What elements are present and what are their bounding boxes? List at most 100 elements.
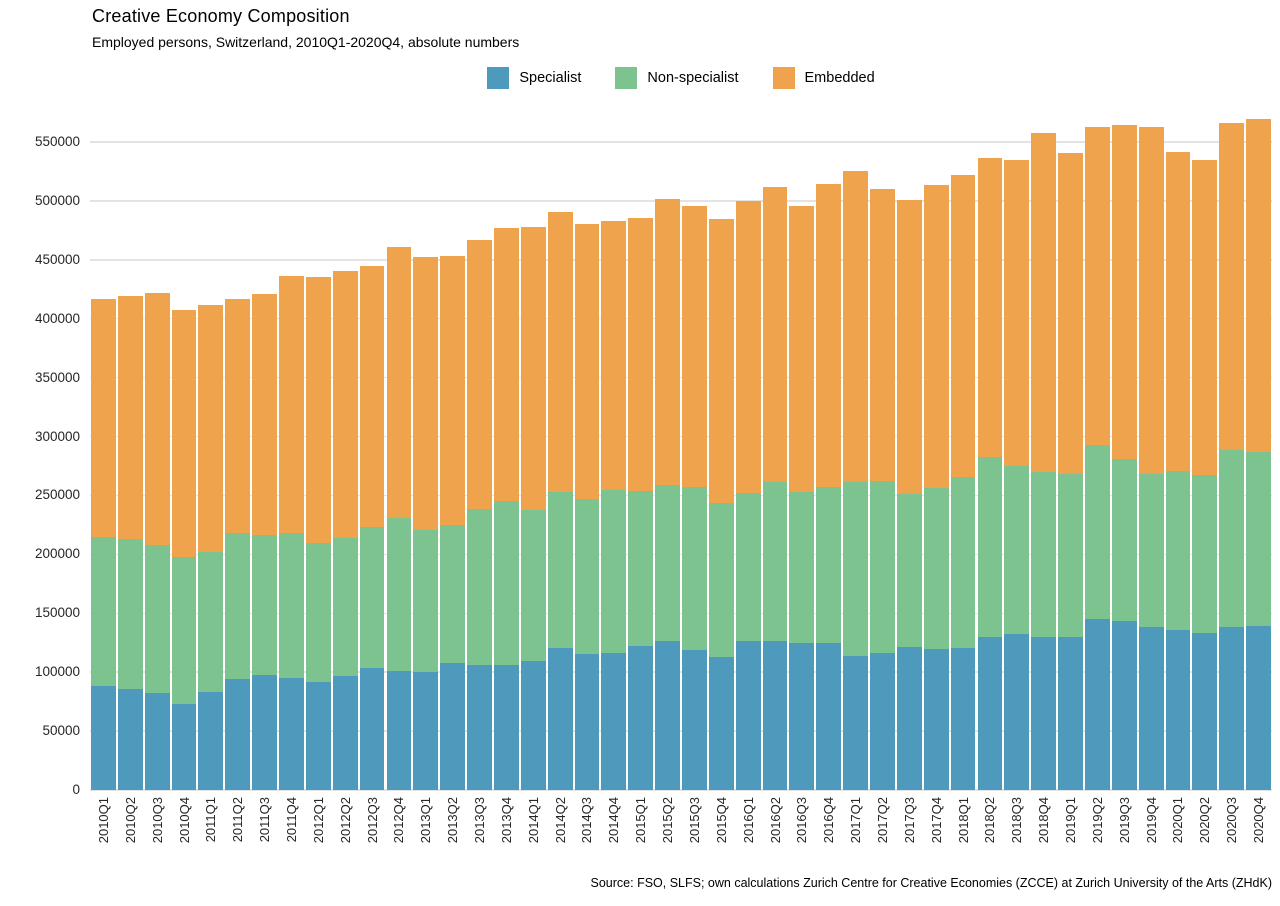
x-tick-label: 2020Q2 — [1197, 797, 1213, 844]
bar-segment-specialist — [574, 653, 600, 790]
bar-segment-embedded — [117, 295, 143, 540]
bar-segment-non-specialist — [923, 488, 949, 650]
bar-segment-non-specialist — [735, 493, 761, 641]
x-tick-label: 2013Q4 — [498, 797, 514, 844]
bar-segment-embedded — [225, 298, 251, 534]
bar-segment-embedded — [359, 266, 385, 527]
x-tick-label: 2015Q4 — [713, 797, 729, 844]
bar-segment-embedded — [332, 271, 358, 539]
y-tick-label: 300000 — [34, 428, 80, 444]
bar-segment-non-specialist — [467, 509, 492, 666]
bar-segment-specialist — [171, 703, 197, 790]
bar-segment-non-specialist — [950, 476, 976, 649]
bar-segment-embedded — [789, 206, 815, 492]
bar-segment-specialist — [493, 664, 519, 790]
bar-segment-non-specialist — [1031, 472, 1057, 637]
y-tick-label: 250000 — [34, 487, 80, 503]
bar-segment-non-specialist — [225, 533, 251, 680]
bar-segment-specialist — [1084, 619, 1110, 790]
legend-swatch — [615, 67, 638, 89]
bar-segment-non-specialist — [1084, 444, 1110, 620]
bar-segment-embedded — [896, 199, 922, 495]
bar-segment-specialist — [1031, 636, 1057, 790]
x-tick-label: 2010Q2 — [122, 797, 138, 844]
bar-segment-non-specialist — [655, 484, 680, 641]
legend-label: Embedded — [804, 70, 875, 86]
gridline — [90, 376, 1272, 379]
x-tick-label: 2011Q3 — [257, 797, 273, 843]
bar-segment-non-specialist — [1138, 474, 1164, 627]
x-tick-label: 2010Q1 — [95, 797, 111, 844]
gridline — [90, 730, 1272, 732]
gridline — [90, 317, 1272, 320]
x-tick-label: 2016Q1 — [740, 797, 756, 844]
bar-segment-specialist — [1246, 626, 1271, 790]
chart-subtitle: Employed persons, Switzerland, 2010Q1-20… — [92, 34, 520, 50]
x-tick-label: 2016Q2 — [767, 797, 783, 844]
bar-segment-embedded — [870, 188, 895, 481]
y-tick-label: 200000 — [34, 546, 80, 562]
gridline — [90, 553, 1272, 556]
bar-segment-embedded — [1058, 152, 1083, 475]
bar-segment-specialist — [305, 681, 331, 790]
gridline — [90, 259, 1272, 261]
x-tick-label: 2016Q3 — [794, 797, 810, 844]
y-tick-label: 450000 — [34, 251, 80, 267]
bar-segment-specialist — [386, 671, 412, 790]
bar-segment-non-specialist — [708, 502, 734, 657]
x-tick-label: 2014Q1 — [525, 797, 541, 844]
bar-segment-embedded — [1031, 133, 1057, 473]
bar-segment-embedded — [950, 174, 976, 477]
bar-segment-embedded — [1111, 124, 1137, 459]
bar-segment-specialist — [977, 637, 1003, 790]
x-tick-label: 2020Q3 — [1224, 797, 1240, 844]
gridline — [90, 612, 1272, 615]
x-tick-label: 2010Q3 — [149, 797, 165, 844]
gridline — [90, 141, 1272, 143]
bar-segment-specialist — [1165, 629, 1191, 790]
bar-segment-specialist — [440, 663, 466, 790]
bar-segment-non-specialist — [870, 480, 895, 653]
bar-segment-specialist — [816, 643, 842, 790]
bar-segment-specialist — [601, 652, 627, 790]
bar-segment-non-specialist — [1004, 466, 1030, 634]
bar-segment-non-specialist — [816, 487, 842, 644]
x-tick-label: 2019Q2 — [1089, 797, 1105, 844]
y-tick-label: 400000 — [34, 310, 80, 326]
gridline — [90, 671, 1272, 673]
bar-segment-embedded — [574, 223, 600, 499]
bar-segment-specialist — [655, 640, 680, 790]
bar-segment-embedded — [305, 277, 331, 543]
bar-segment-non-specialist — [682, 487, 707, 650]
bar-segment-specialist — [279, 678, 304, 790]
bar-segment-embedded — [601, 220, 627, 491]
bar-segment-non-specialist — [789, 491, 815, 643]
x-tick-label: 2014Q4 — [606, 797, 622, 844]
bar-segment-non-specialist — [305, 542, 331, 682]
bar-segment-non-specialist — [493, 500, 519, 665]
bar-segment-specialist — [1111, 620, 1137, 790]
x-tick-label: 2012Q3 — [364, 797, 380, 844]
bar-segment-specialist — [1219, 627, 1245, 790]
legend-label: Specialist — [519, 70, 582, 86]
bar-segment-specialist — [1004, 633, 1030, 790]
x-tick-label: 2020Q4 — [1251, 797, 1267, 844]
legend-item: Embedded — [772, 67, 875, 89]
x-tick-label: 2019Q4 — [1143, 797, 1159, 844]
x-tick-label: 2013Q2 — [445, 797, 461, 844]
bar-segment-specialist — [467, 665, 492, 790]
x-tick-label: 2017Q4 — [928, 797, 944, 844]
bar-segment-embedded — [655, 198, 680, 485]
bar-segment-non-specialist — [762, 482, 788, 641]
bar-segment-embedded — [386, 246, 412, 519]
x-tick-label: 2020Q1 — [1170, 797, 1186, 844]
bar-segment-specialist — [950, 648, 976, 790]
bar-segment-embedded — [493, 228, 519, 501]
x-tick-label: 2019Q1 — [1063, 797, 1079, 844]
bar-segment-specialist — [628, 646, 654, 790]
y-tick-label: 50000 — [42, 723, 80, 739]
legend-item: Non-specialist — [615, 67, 739, 89]
gridline — [90, 789, 1272, 791]
y-tick-label: 350000 — [34, 369, 80, 385]
bar-segment-embedded — [1138, 127, 1164, 475]
